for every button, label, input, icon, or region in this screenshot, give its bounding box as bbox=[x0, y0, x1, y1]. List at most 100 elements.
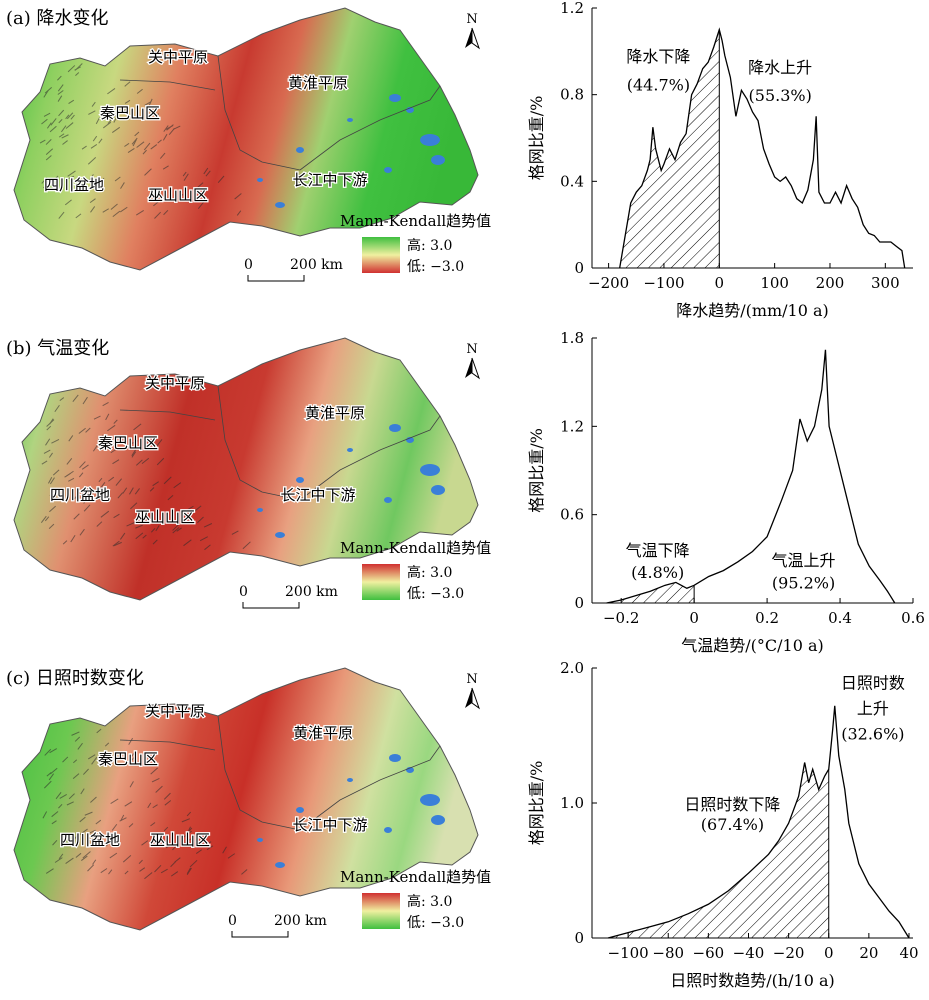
chart-annotation: (55.3%) bbox=[749, 86, 812, 105]
chart-annotation: 日照时数 bbox=[841, 673, 905, 692]
panel-sunshine: 关中平原 秦巴山区 四川盆地 巫山山区 黄淮平原 长江中下游 N Mann-Kendall趋势… bbox=[0, 660, 929, 1000]
scale-bar: 0 200 km bbox=[228, 913, 327, 938]
chart-temperature: 0 0.6 1.2 1.8 −0.2 0 0.2 0.4 0.6 气温下降 (4.8%) 气温上升 (9… bbox=[527, 330, 925, 655]
north-arrow-icon: N bbox=[465, 12, 480, 50]
region-label: 黄淮平原 bbox=[288, 74, 348, 92]
chart-annotation: (44.7%) bbox=[627, 75, 690, 94]
x-tick-label: 0.6 bbox=[901, 609, 925, 627]
x-tick-label: 300 bbox=[871, 274, 900, 292]
scale-bar: 0 200 km bbox=[239, 584, 338, 609]
region-label: 长江中下游 bbox=[292, 816, 367, 834]
panel-precipitation: 关中平原 秦巴山区 四川盆地 巫山山区 黄淮平原 长江中下游 N Mann-Kendall趋势… bbox=[0, 0, 929, 330]
y-tick-label: 1.2 bbox=[560, 0, 584, 17]
svg-text:N: N bbox=[466, 12, 477, 27]
scale-label: 200 km bbox=[285, 584, 338, 600]
chart-annotation: 降水下降 bbox=[626, 47, 690, 66]
y-axis-label: 格网比重/% bbox=[527, 761, 546, 846]
region-label: 黄淮平原 bbox=[293, 724, 353, 742]
x-tick-label: −40 bbox=[733, 944, 765, 962]
water-bodies bbox=[257, 424, 445, 538]
legend-low-label: 低: −3.0 bbox=[407, 259, 464, 275]
region-label: 关中平原 bbox=[145, 374, 205, 392]
y-tick-label: 1.8 bbox=[560, 330, 584, 347]
region-label: 秦巴山区 bbox=[100, 104, 160, 122]
x-axis-label: 降水趋势/(mm/10 a) bbox=[676, 301, 829, 320]
decrease-hatched-area bbox=[608, 762, 829, 938]
chart-annotation: 上升 bbox=[857, 699, 889, 718]
region-label: 黄淮平原 bbox=[305, 404, 365, 422]
y-tick-label: 0 bbox=[574, 929, 584, 947]
legend-title: Mann-Kendall趋势值 bbox=[340, 539, 491, 557]
panel-title: (a) 降水变化 bbox=[6, 8, 109, 29]
north-arrow-icon: N bbox=[465, 672, 480, 710]
legend-color-ramp bbox=[362, 237, 400, 273]
x-tick-label: −20 bbox=[773, 944, 805, 962]
x-tick-label: 20 bbox=[859, 944, 878, 962]
scale-bar: 0 200 km bbox=[244, 257, 343, 282]
legend-high-label: 高: 3.0 bbox=[407, 237, 452, 254]
x-tick-label: 0 bbox=[824, 944, 834, 962]
x-tick-label: −200 bbox=[588, 274, 629, 292]
chart-sunshine: 0 1.0 2.0 −100 −80 −60 −40 −20 0 20 40 日照时数下降(67.4%… bbox=[527, 660, 919, 990]
x-tick-label: −100 bbox=[643, 274, 684, 292]
water-bodies bbox=[257, 94, 445, 208]
legend-color-ramp bbox=[362, 564, 400, 600]
x-tick-label: 0 bbox=[715, 274, 725, 292]
terrain-texture bbox=[40, 394, 251, 551]
panel-title: (b) 气温变化 bbox=[6, 338, 110, 359]
y-tick-label: 1.0 bbox=[560, 794, 584, 812]
x-tick-label: 0 bbox=[689, 609, 699, 627]
y-tick-label: 0.4 bbox=[560, 172, 584, 190]
north-arrow-icon: N bbox=[465, 342, 480, 380]
chart-annotation: (4.8%) bbox=[631, 563, 684, 582]
svg-text:N: N bbox=[466, 672, 477, 687]
distribution-curve bbox=[606, 349, 896, 604]
region-label: 巫山山区 bbox=[148, 186, 208, 204]
distribution-curve bbox=[619, 27, 906, 269]
x-tick-label: 0.2 bbox=[755, 609, 779, 627]
map-region-fill bbox=[13, 667, 479, 931]
region-label: 秦巴山区 bbox=[98, 750, 158, 768]
x-tick-label: −100 bbox=[608, 944, 649, 962]
legend-low-label: 低: −3.0 bbox=[407, 915, 464, 931]
y-tick-label: 0.8 bbox=[560, 86, 584, 104]
legend-color-ramp bbox=[362, 893, 400, 929]
x-tick-label: −0.2 bbox=[603, 609, 639, 627]
region-boundaries bbox=[119, 715, 441, 831]
legend-title: Mann-Kendall趋势值 bbox=[340, 868, 491, 886]
x-tick-label: 200 bbox=[816, 274, 845, 292]
chart-annotation: 日照时数下降 bbox=[684, 795, 780, 814]
y-tick-label: 2.0 bbox=[560, 660, 584, 677]
scale-label: 200 km bbox=[274, 913, 327, 929]
x-axis-label: 气温趋势/(°C/10 a) bbox=[681, 636, 824, 655]
y-axis-label: 格网比重/% bbox=[527, 428, 546, 513]
map-region-fill bbox=[13, 7, 479, 271]
chart-annotation: (32.6%) bbox=[841, 725, 904, 744]
chart-annotation: 气温上升 bbox=[772, 551, 836, 570]
x-tick-label: −60 bbox=[693, 944, 725, 962]
legend-high-label: 高: 3.0 bbox=[407, 893, 452, 910]
x-tick-label: 0.4 bbox=[828, 609, 852, 627]
region-label: 长江中下游 bbox=[280, 486, 355, 504]
terrain-texture bbox=[42, 728, 248, 880]
y-tick-label: 0 bbox=[574, 259, 584, 277]
region-label: 关中平原 bbox=[145, 702, 205, 720]
map-region-fill bbox=[13, 337, 479, 601]
distribution-curve bbox=[607, 705, 910, 939]
scale-zero: 0 bbox=[239, 584, 248, 600]
y-axis-label: 格网比重/% bbox=[527, 96, 546, 181]
legend-high-label: 高: 3.0 bbox=[407, 564, 452, 581]
scale-label: 200 km bbox=[290, 257, 343, 273]
region-label: 秦巴山区 bbox=[98, 434, 158, 452]
scale-zero: 0 bbox=[244, 257, 253, 273]
region-label: 长江中下游 bbox=[292, 171, 367, 189]
panel-title: (c) 日照时数变化 bbox=[6, 668, 144, 689]
chart-annotation: 气温下降 bbox=[626, 541, 690, 560]
x-tick-label: 40 bbox=[899, 944, 918, 962]
chart-annotation: (67.4%) bbox=[701, 815, 764, 834]
